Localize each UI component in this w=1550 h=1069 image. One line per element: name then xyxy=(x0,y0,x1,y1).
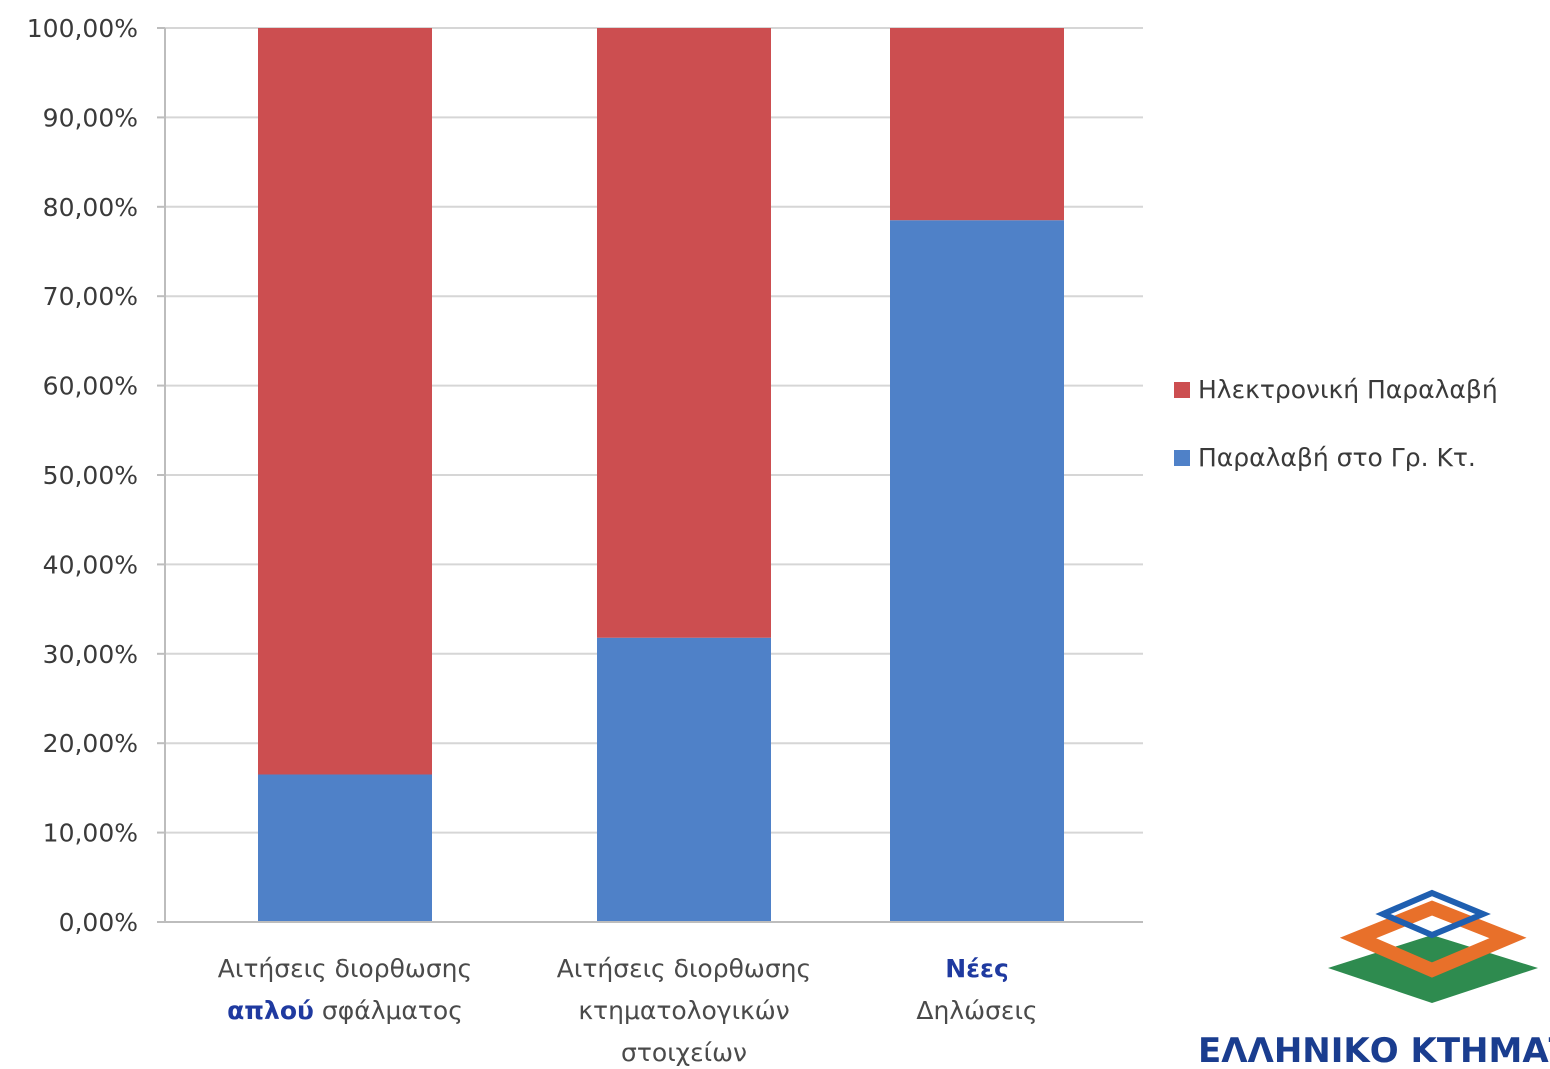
legend-swatch xyxy=(1174,382,1190,398)
y-tick-label: 0,00% xyxy=(59,908,138,937)
bar-segment-paralavi-gr-kt-1 xyxy=(597,637,771,922)
y-tick-label: 20,00% xyxy=(43,729,138,758)
bar-segment-ilektroniki-paralavi-0 xyxy=(258,28,432,775)
y-axis: 0,00% 10,00% 20,00% 30,00% 40,00% 50,00% 60,00… xyxy=(27,14,166,937)
bar-segment-paralavi-gr-kt-2 xyxy=(890,220,1064,922)
bar-segment-paralavi-gr-kt-0 xyxy=(258,774,432,922)
logo-text: ΕΛΛΗΝΙΚΟ ΚΤΗΜΑΤΟΛΟΓΙΟ xyxy=(1198,1031,1550,1069)
y-tick-label: 70,00% xyxy=(43,282,138,311)
legend-swatch xyxy=(1174,450,1190,466)
y-tick-label: 60,00% xyxy=(43,372,138,401)
x-category-label: απλού σφάλματος xyxy=(227,996,463,1025)
legend: Ηλεκτρονική Παραλαβή Παραλαβή στο Γρ. Κτ. xyxy=(1174,375,1498,472)
bar-segment-ilektroniki-paralavi-1 xyxy=(597,28,771,638)
logo-blue-diamond xyxy=(1375,889,1491,939)
y-tick-label: 30,00% xyxy=(43,640,138,669)
bars xyxy=(258,28,1064,922)
x-category-label: Νέες xyxy=(945,954,1009,983)
x-category-label: στοιχείων xyxy=(621,1038,747,1067)
x-category-label: κτηματολογικών xyxy=(578,996,789,1025)
x-category-label: Αιτήσεις διορθωσης xyxy=(218,954,472,983)
logo-orange-diamond xyxy=(1339,900,1527,978)
y-tick-label: 10,00% xyxy=(43,819,138,848)
logo: ΕΛΛΗΝΙΚΟ ΚΤΗΜΑΤΟΛΟΓΙΟ xyxy=(1198,889,1550,1069)
y-tick-label: 100,00% xyxy=(27,14,138,43)
legend-label: Παραλαβή στο Γρ. Κτ. xyxy=(1198,443,1476,472)
y-tick-label: 90,00% xyxy=(43,103,138,132)
x-axis: Αιτήσεις διορθωσης απλού σφάλματος Αιτήσει… xyxy=(165,921,1143,1067)
y-tick-label: 80,00% xyxy=(43,193,138,222)
legend-label: Ηλεκτρονική Παραλαβή xyxy=(1198,375,1498,404)
y-tick-label: 50,00% xyxy=(43,461,138,490)
x-category-label: Αιτήσεις διορθωσης xyxy=(557,954,811,983)
y-tick-label: 40,00% xyxy=(43,550,138,579)
bar-segment-ilektroniki-paralavi-2 xyxy=(890,28,1064,221)
x-category-label: Δηλώσεις xyxy=(916,996,1037,1025)
